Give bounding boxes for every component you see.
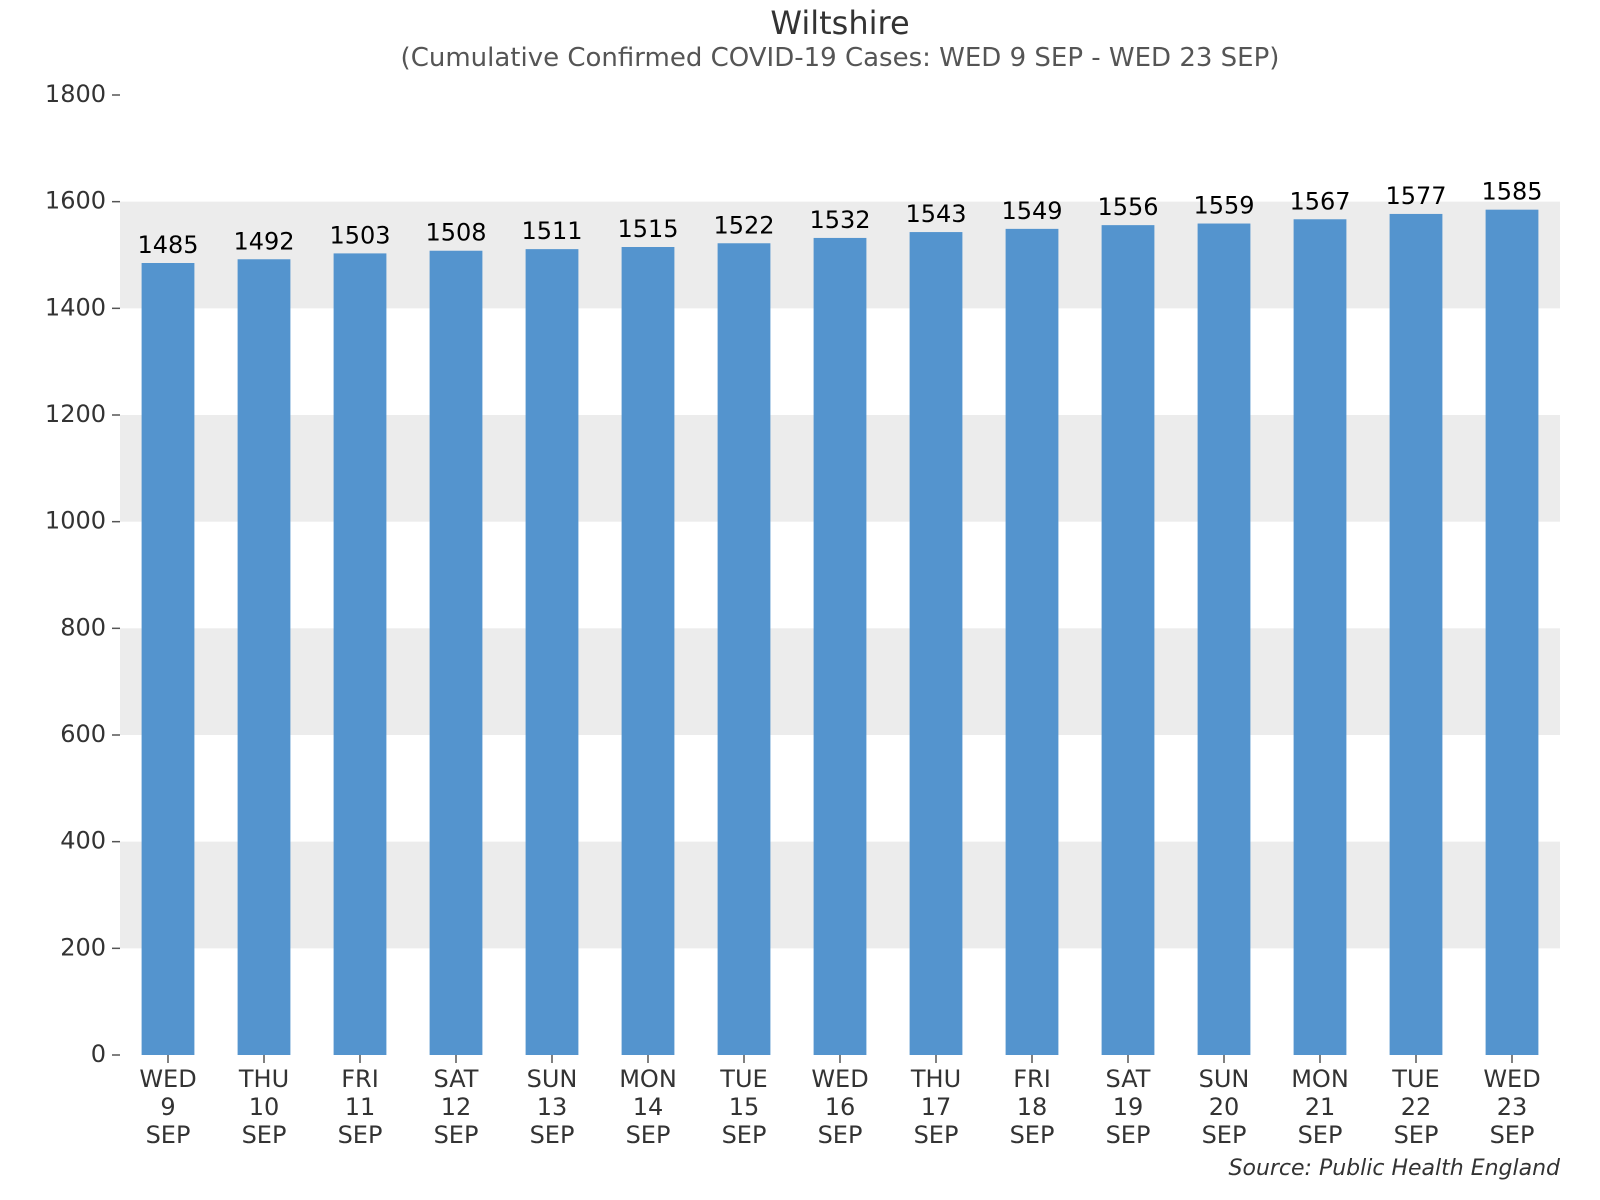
xtick-label-month: SEP — [1490, 1121, 1535, 1149]
ytick-label: 800 — [60, 613, 106, 641]
ytick-label: 1400 — [45, 293, 106, 321]
bar — [1486, 210, 1539, 1055]
xtick-label-date: 23 — [1497, 1093, 1528, 1121]
xtick-label-month: SEP — [1010, 1121, 1055, 1149]
xtick-label-day: THU — [238, 1065, 289, 1093]
xtick-label-month: SEP — [1202, 1121, 1247, 1149]
ytick-label: 1200 — [45, 400, 106, 428]
xtick-label-month: SEP — [914, 1121, 959, 1149]
bar-value-label: 1559 — [1193, 192, 1254, 220]
bar-value-label: 1511 — [521, 217, 582, 245]
xtick-label-day: SAT — [434, 1065, 479, 1093]
xtick-label-month: SEP — [242, 1121, 287, 1149]
xtick-label-date: 16 — [825, 1093, 856, 1121]
bar — [1294, 219, 1347, 1055]
chart-subtitle: (Cumulative Confirmed COVID-19 Cases: WE… — [401, 43, 1280, 73]
bar — [910, 232, 963, 1055]
xtick-label-month: SEP — [530, 1121, 575, 1149]
bar — [1006, 229, 1059, 1055]
bar — [526, 249, 579, 1055]
xtick-label-date: 19 — [1113, 1093, 1144, 1121]
bar-value-label: 1543 — [905, 200, 966, 228]
bar — [238, 259, 291, 1055]
xtick-label-day: WED — [811, 1065, 868, 1093]
xtick-label-day: THU — [910, 1065, 961, 1093]
xtick-label-date: 9 — [160, 1093, 175, 1121]
xtick-label-month: SEP — [818, 1121, 863, 1149]
bar-value-label: 1577 — [1385, 182, 1446, 210]
bar-value-label: 1503 — [329, 221, 390, 249]
ytick-label: 0 — [91, 1040, 106, 1068]
chart-title: Wiltshire — [770, 4, 909, 42]
xtick-label-month: SEP — [1394, 1121, 1439, 1149]
bar-value-label: 1492 — [233, 227, 294, 255]
xtick-label-month: SEP — [722, 1121, 767, 1149]
xtick-label-day: SUN — [527, 1065, 578, 1093]
bar — [718, 243, 771, 1055]
ytick-label: 1000 — [45, 507, 106, 535]
xtick-label-date: 20 — [1209, 1093, 1240, 1121]
bars-group — [142, 210, 1539, 1055]
bar-value-label: 1556 — [1097, 193, 1158, 221]
xtick-label-date: 18 — [1017, 1093, 1048, 1121]
xtick-label-date: 21 — [1305, 1093, 1336, 1121]
xtick-label-day: MON — [619, 1065, 677, 1093]
bar — [334, 253, 387, 1055]
xtick-label-day: MON — [1291, 1065, 1349, 1093]
ytick-label: 600 — [60, 720, 106, 748]
bar — [814, 238, 867, 1055]
xtick-label-date: 15 — [729, 1093, 760, 1121]
xtick-label-date: 13 — [537, 1093, 568, 1121]
xtick-label-day: SAT — [1106, 1065, 1151, 1093]
xtick-label-day: TUE — [1391, 1065, 1439, 1093]
xtick-label-month: SEP — [1106, 1121, 1151, 1149]
xtick-label-month: SEP — [626, 1121, 671, 1149]
xtick-label-day: SUN — [1199, 1065, 1250, 1093]
bar-value-label: 1522 — [713, 211, 774, 239]
xtick-label-month: SEP — [146, 1121, 191, 1149]
xtick-label-month: SEP — [338, 1121, 383, 1149]
bar — [1198, 224, 1251, 1055]
xtick-label-date: 17 — [921, 1093, 952, 1121]
xtick-label-date: 14 — [633, 1093, 664, 1121]
xtick-label-date: 12 — [441, 1093, 472, 1121]
bar — [142, 263, 195, 1055]
ytick-label: 1600 — [45, 187, 106, 215]
xtick-label-day: FRI — [1013, 1065, 1051, 1093]
xtick-label-day: WED — [139, 1065, 196, 1093]
ytick-label: 200 — [60, 933, 106, 961]
ytick-label: 400 — [60, 827, 106, 855]
chart-container: 1485149215031508151115151522153215431549… — [0, 0, 1600, 1200]
bar-value-label: 1585 — [1481, 178, 1542, 206]
ytick-label: 1800 — [45, 80, 106, 108]
xtick-label-day: WED — [1483, 1065, 1540, 1093]
bar — [622, 247, 675, 1055]
bar-value-label: 1515 — [617, 215, 678, 243]
bar-value-label: 1549 — [1001, 197, 1062, 225]
bar-chart-svg: 1485149215031508151115151522153215431549… — [0, 0, 1600, 1200]
bar-value-label: 1532 — [809, 206, 870, 234]
bar — [430, 251, 483, 1055]
chart-source: Source: Public Health England — [1229, 1156, 1562, 1181]
bar-value-label: 1485 — [137, 231, 198, 259]
xtick-label-month: SEP — [1298, 1121, 1343, 1149]
xtick-label-date: 11 — [345, 1093, 376, 1121]
xtick-label-day: FRI — [341, 1065, 379, 1093]
bar — [1102, 225, 1155, 1055]
xtick-label-month: SEP — [434, 1121, 479, 1149]
xtick-label-date: 10 — [249, 1093, 280, 1121]
xtick-label-day: TUE — [719, 1065, 767, 1093]
bar-value-label: 1567 — [1289, 187, 1350, 215]
bar-value-label: 1508 — [425, 219, 486, 247]
bar — [1390, 214, 1443, 1055]
xtick-label-date: 22 — [1401, 1093, 1432, 1121]
